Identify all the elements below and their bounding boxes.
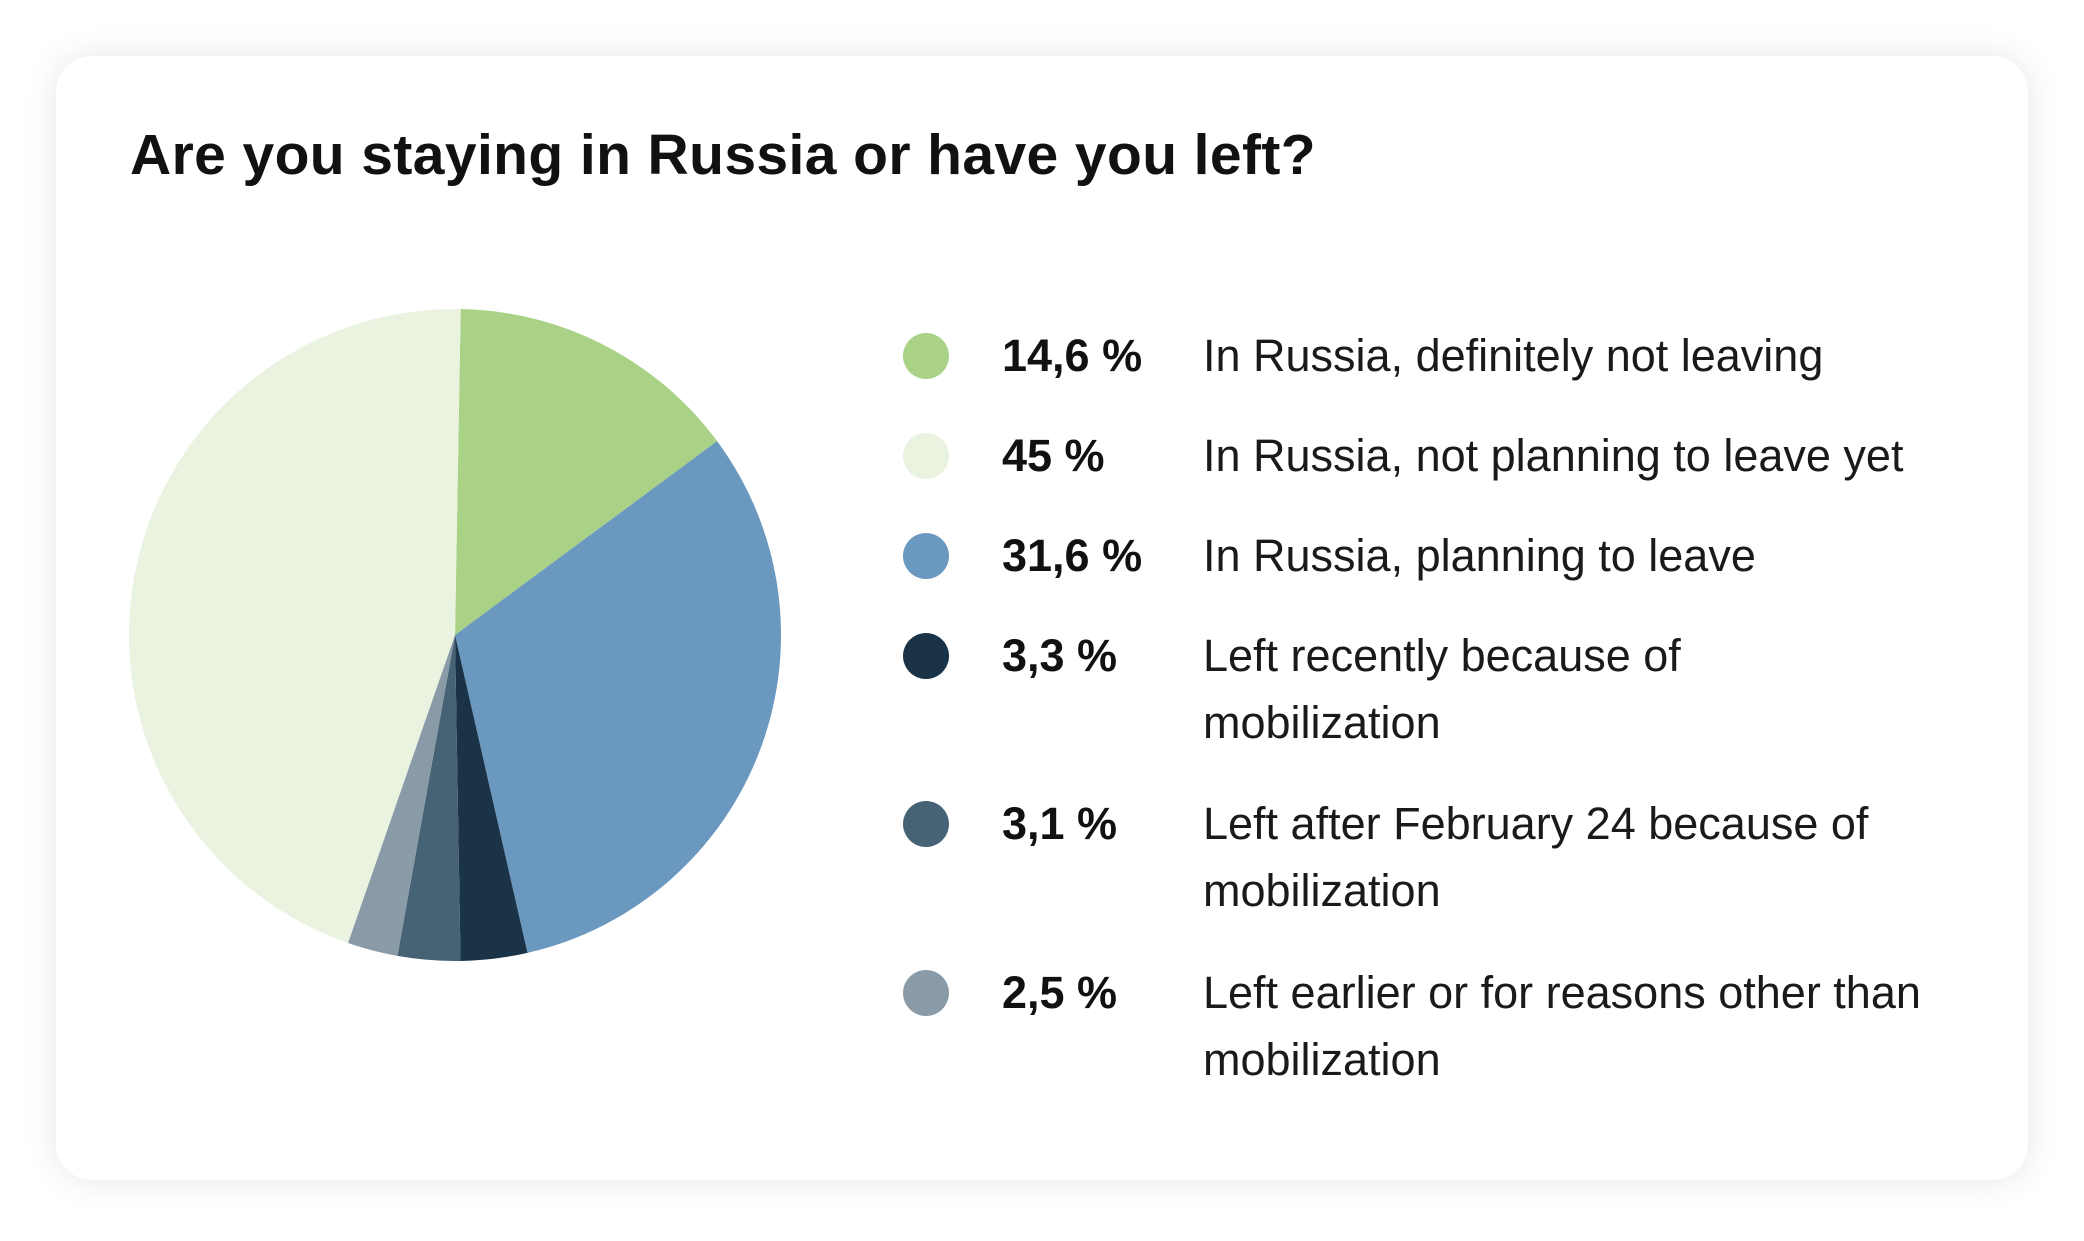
legend-item-left-recently: 3,3 % Left recently because of mobilizat… — [900, 628, 2050, 788]
legend-label: Left after February 24 because of mobili… — [1203, 798, 1869, 916]
legend-label: In Russia, not planning to leave yet — [1203, 430, 1904, 481]
legend-percent: 3,1 % — [1002, 798, 1118, 849]
legend-percent: 14,6 % — [1002, 330, 1143, 381]
legend-swatch — [903, 333, 949, 379]
pie-slice-2 — [455, 441, 781, 953]
legend-item-left-after-feb-24: 3,1 % Left after February 24 because of … — [900, 796, 2050, 956]
legend-label: Left recently because of mobilization — [1203, 630, 1681, 748]
legend-swatch — [903, 433, 949, 479]
legend-percent: 2,5 % — [1002, 967, 1118, 1018]
pie-slice-5 — [347, 635, 455, 956]
chart-title: Are you staying in Russia or have you le… — [130, 123, 1316, 187]
legend-percent: 45 % — [1002, 430, 1105, 481]
legend-swatch — [903, 633, 949, 679]
legend-label: In Russia, planning to leave — [1203, 530, 1756, 581]
legend-item-not-planning-to-leave-yet: 45 % In Russia, not planning to leave ye… — [900, 428, 2050, 588]
pie-chart — [128, 309, 781, 961]
legend-swatch — [903, 970, 949, 1016]
legend-item-planning-to-leave: 31,6 % In Russia, planning to leave — [900, 528, 2050, 688]
legend-item-left-earlier: 2,5 % Left earlier or for reasons other … — [900, 965, 2050, 1125]
legend-swatch — [903, 801, 949, 847]
legend-label: In Russia, definitely not leaving — [1203, 330, 1824, 381]
pie-slice-6 — [128, 309, 461, 943]
pie-slice-4 — [397, 635, 461, 961]
legend-item-definitely-not-leaving: 14,6 % In Russia, definitely not leaving — [900, 328, 2050, 488]
legend-label: Left earlier or for reasons other than m… — [1203, 967, 1921, 1085]
pie-slice-3 — [455, 635, 528, 961]
legend-percent: 31,6 % — [1002, 530, 1143, 581]
legend-percent: 3,3 % — [1002, 630, 1118, 681]
pie-slice-1 — [455, 309, 718, 635]
legend-swatch — [903, 533, 949, 579]
